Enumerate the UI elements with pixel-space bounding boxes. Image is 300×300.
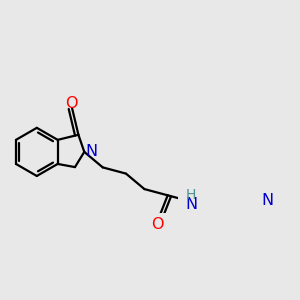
Text: O: O <box>65 96 78 111</box>
Text: O: O <box>151 217 163 232</box>
Text: N: N <box>185 197 197 212</box>
Text: H: H <box>186 188 196 202</box>
Text: N: N <box>85 144 97 159</box>
Text: N: N <box>261 193 274 208</box>
